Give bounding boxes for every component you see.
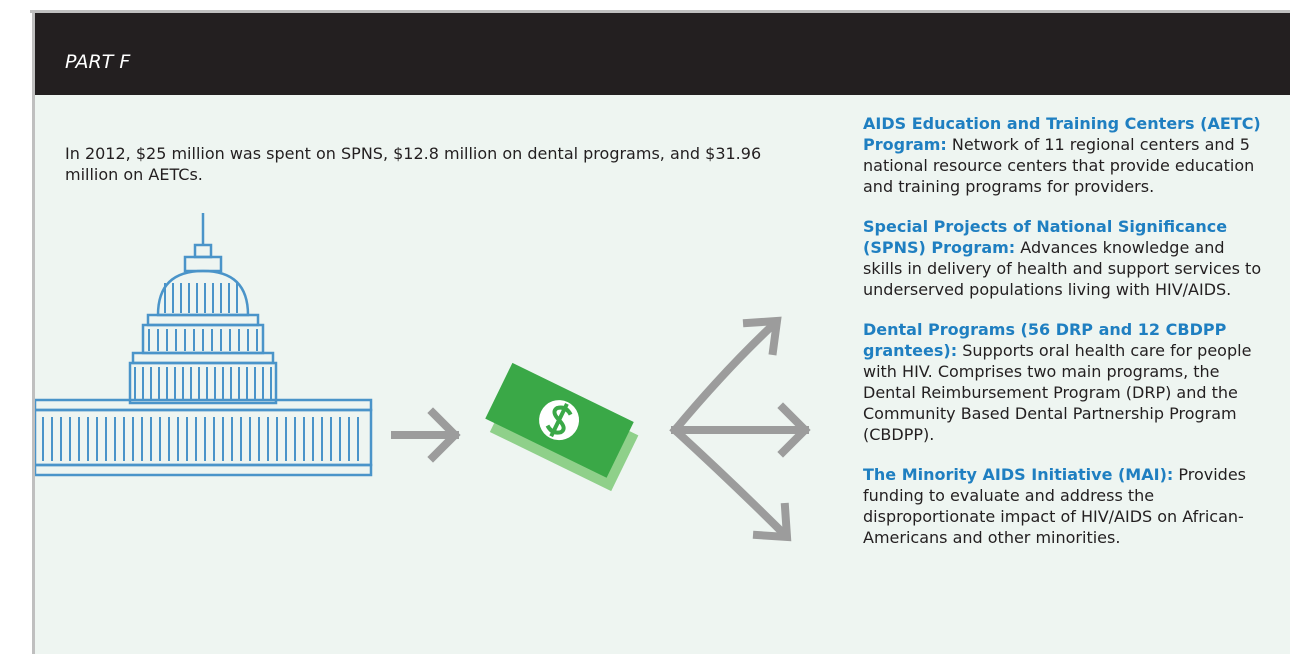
item: AIDS Education and Training Centers (AET… <box>863 113 1268 197</box>
header-bar: PART F <box>35 13 1290 95</box>
item-title: The Minority AIDS Initiative (MAI): <box>863 465 1173 484</box>
item: Dental Programs (56 DRP and 12 CBDPP gra… <box>863 319 1268 445</box>
item: Special Projects of National Significanc… <box>863 216 1268 300</box>
item: The Minority AIDS Initiative (MAI): Prov… <box>863 464 1268 548</box>
money <box>481 363 643 491</box>
illustration <box>35 195 855 595</box>
columns <box>43 283 358 461</box>
item-list: AIDS Education and Training Centers (AET… <box>863 113 1268 567</box>
content-panel: In 2012, $25 million was spent on SPNS, … <box>35 95 1290 654</box>
intro-text: In 2012, $25 million was spent on SPNS, … <box>65 143 795 185</box>
page: {"header": {"title": "PART F"}, "intro":… <box>0 0 1296 654</box>
header-title: PART F <box>65 51 130 73</box>
